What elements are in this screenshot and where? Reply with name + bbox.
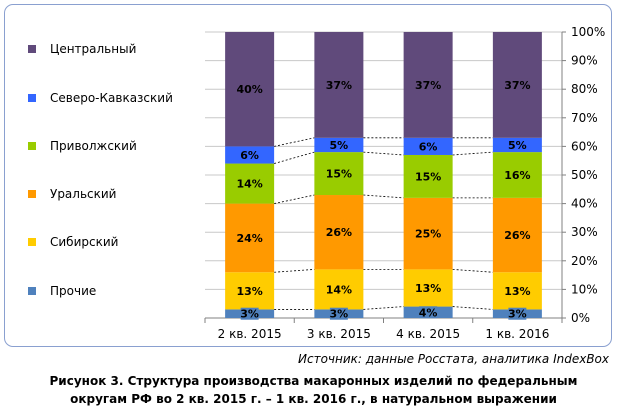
- series-connector-line: [452, 268, 493, 273]
- caption-line-1: Рисунок 3. Структура производства макаро…: [49, 374, 578, 388]
- data-label: 24%: [236, 232, 262, 245]
- x-tick-label: 3 кв. 2015: [307, 327, 371, 341]
- data-label-bg: [415, 78, 441, 91]
- legend-item: Центральный: [28, 41, 136, 57]
- data-label: 6%: [240, 149, 259, 162]
- series-connector-line: [363, 194, 404, 199]
- data-label: 5%: [508, 139, 527, 152]
- data-label: 14%: [326, 283, 352, 296]
- data-label: 40%: [236, 83, 262, 96]
- data-label: 37%: [326, 79, 352, 92]
- data-label: 15%: [326, 168, 352, 181]
- data-label-bg: [504, 169, 530, 181]
- data-label-bg: [326, 226, 352, 239]
- series-connector-line: [274, 137, 315, 147]
- series-connector-line: [363, 306, 404, 310]
- legend-swatch: [28, 94, 36, 102]
- data-label-bg: [237, 83, 263, 96]
- data-label: 5%: [330, 139, 349, 152]
- series-connector-line: [363, 151, 404, 156]
- data-label: 14%: [236, 178, 262, 191]
- legend-label: Северо-Кавказский: [50, 91, 173, 105]
- data-label: 6%: [419, 140, 438, 153]
- y-tick-label: 70%: [571, 111, 598, 125]
- data-label-bg: [504, 78, 530, 91]
- data-label-bg: [415, 170, 441, 183]
- data-label: 3%: [508, 308, 527, 321]
- legend-item: Северо-Кавказский: [28, 90, 173, 106]
- data-label-bg: [329, 307, 348, 320]
- data-label: 13%: [236, 285, 262, 298]
- legend-item: Прочие: [28, 283, 96, 299]
- legend-swatch: [28, 142, 36, 150]
- figure-caption: Рисунок 3. Структура производства макаро…: [16, 372, 611, 408]
- legend-label: Прочие: [50, 284, 97, 298]
- legend-item: Приволжский: [28, 138, 137, 154]
- series-connector-line: [274, 194, 315, 204]
- data-label: 3%: [330, 308, 349, 321]
- series-connector-line: [452, 151, 493, 156]
- data-label-bg: [415, 227, 441, 240]
- data-label: 16%: [504, 169, 530, 182]
- data-label-bg: [504, 229, 530, 242]
- y-tick-label: 20%: [571, 254, 598, 268]
- data-label: 3%: [240, 308, 259, 321]
- y-tick-label: 80%: [571, 82, 598, 96]
- chart: 0% 10% 20% 30% 40% 50% 60% 70% 80% 90% 100% 3% 13% 24…: [204, 25, 605, 341]
- data-label-bg: [508, 307, 527, 320]
- y-tick-label: 40%: [571, 197, 598, 211]
- y-tick-label: 60%: [571, 139, 598, 153]
- x-tick-label: 2 кв. 2015: [218, 327, 282, 341]
- data-label-bg: [237, 231, 263, 244]
- data-label: 4%: [419, 306, 438, 319]
- y-tick-label: 90%: [571, 54, 598, 68]
- data-label-bg: [329, 138, 348, 151]
- caption-line-2: округам РФ во 2 кв. 2015 г. – 1 кв. 2016…: [70, 392, 557, 406]
- y-tick-label: 30%: [571, 225, 598, 239]
- x-tick-label: 4 кв. 2015: [396, 327, 460, 341]
- legend-swatch: [28, 45, 36, 53]
- legend-label: Сибирский: [50, 235, 119, 249]
- y-tick-label: 100%: [571, 25, 605, 39]
- data-label-bg: [504, 284, 530, 297]
- series-connector-line: [274, 151, 315, 164]
- data-label-bg: [419, 306, 438, 319]
- source-note: Источник: данные Росстата, аналитика Ind…: [298, 352, 609, 366]
- legend-swatch: [28, 190, 36, 198]
- legend-label: Приволжский: [50, 139, 137, 153]
- y-tick-label: 10%: [571, 282, 598, 296]
- series-connector-line: [274, 268, 315, 273]
- data-label-bg: [415, 281, 441, 294]
- data-label: 13%: [504, 285, 530, 298]
- data-label: 37%: [504, 79, 530, 92]
- data-label-bg: [419, 140, 438, 153]
- data-label-bg: [508, 138, 527, 151]
- legend-label: Уральский: [50, 187, 117, 201]
- data-label-bg: [237, 284, 263, 297]
- data-label: 15%: [415, 170, 441, 183]
- data-label-bg: [326, 283, 352, 296]
- y-tick-label: 50%: [571, 168, 598, 182]
- legend-item: Уральский: [28, 186, 116, 202]
- data-label-bg: [240, 148, 259, 161]
- x-tick-label: 1 кв. 2016: [485, 327, 549, 341]
- data-label: 26%: [504, 229, 530, 242]
- legend-swatch: [28, 238, 36, 246]
- data-label: 25%: [415, 228, 441, 241]
- series-connector-line: [452, 306, 493, 310]
- data-label-bg: [240, 307, 259, 320]
- data-label: 37%: [415, 79, 441, 92]
- legend-item: Сибирский: [28, 234, 118, 250]
- data-label-bg: [237, 177, 263, 190]
- data-label-bg: [326, 78, 352, 91]
- data-label: 13%: [415, 282, 441, 295]
- y-tick-label: 0%: [571, 311, 590, 325]
- data-label: 26%: [326, 226, 352, 239]
- legend-swatch: [28, 287, 36, 295]
- legend-label: Центральный: [50, 42, 137, 56]
- data-label-bg: [326, 167, 352, 180]
